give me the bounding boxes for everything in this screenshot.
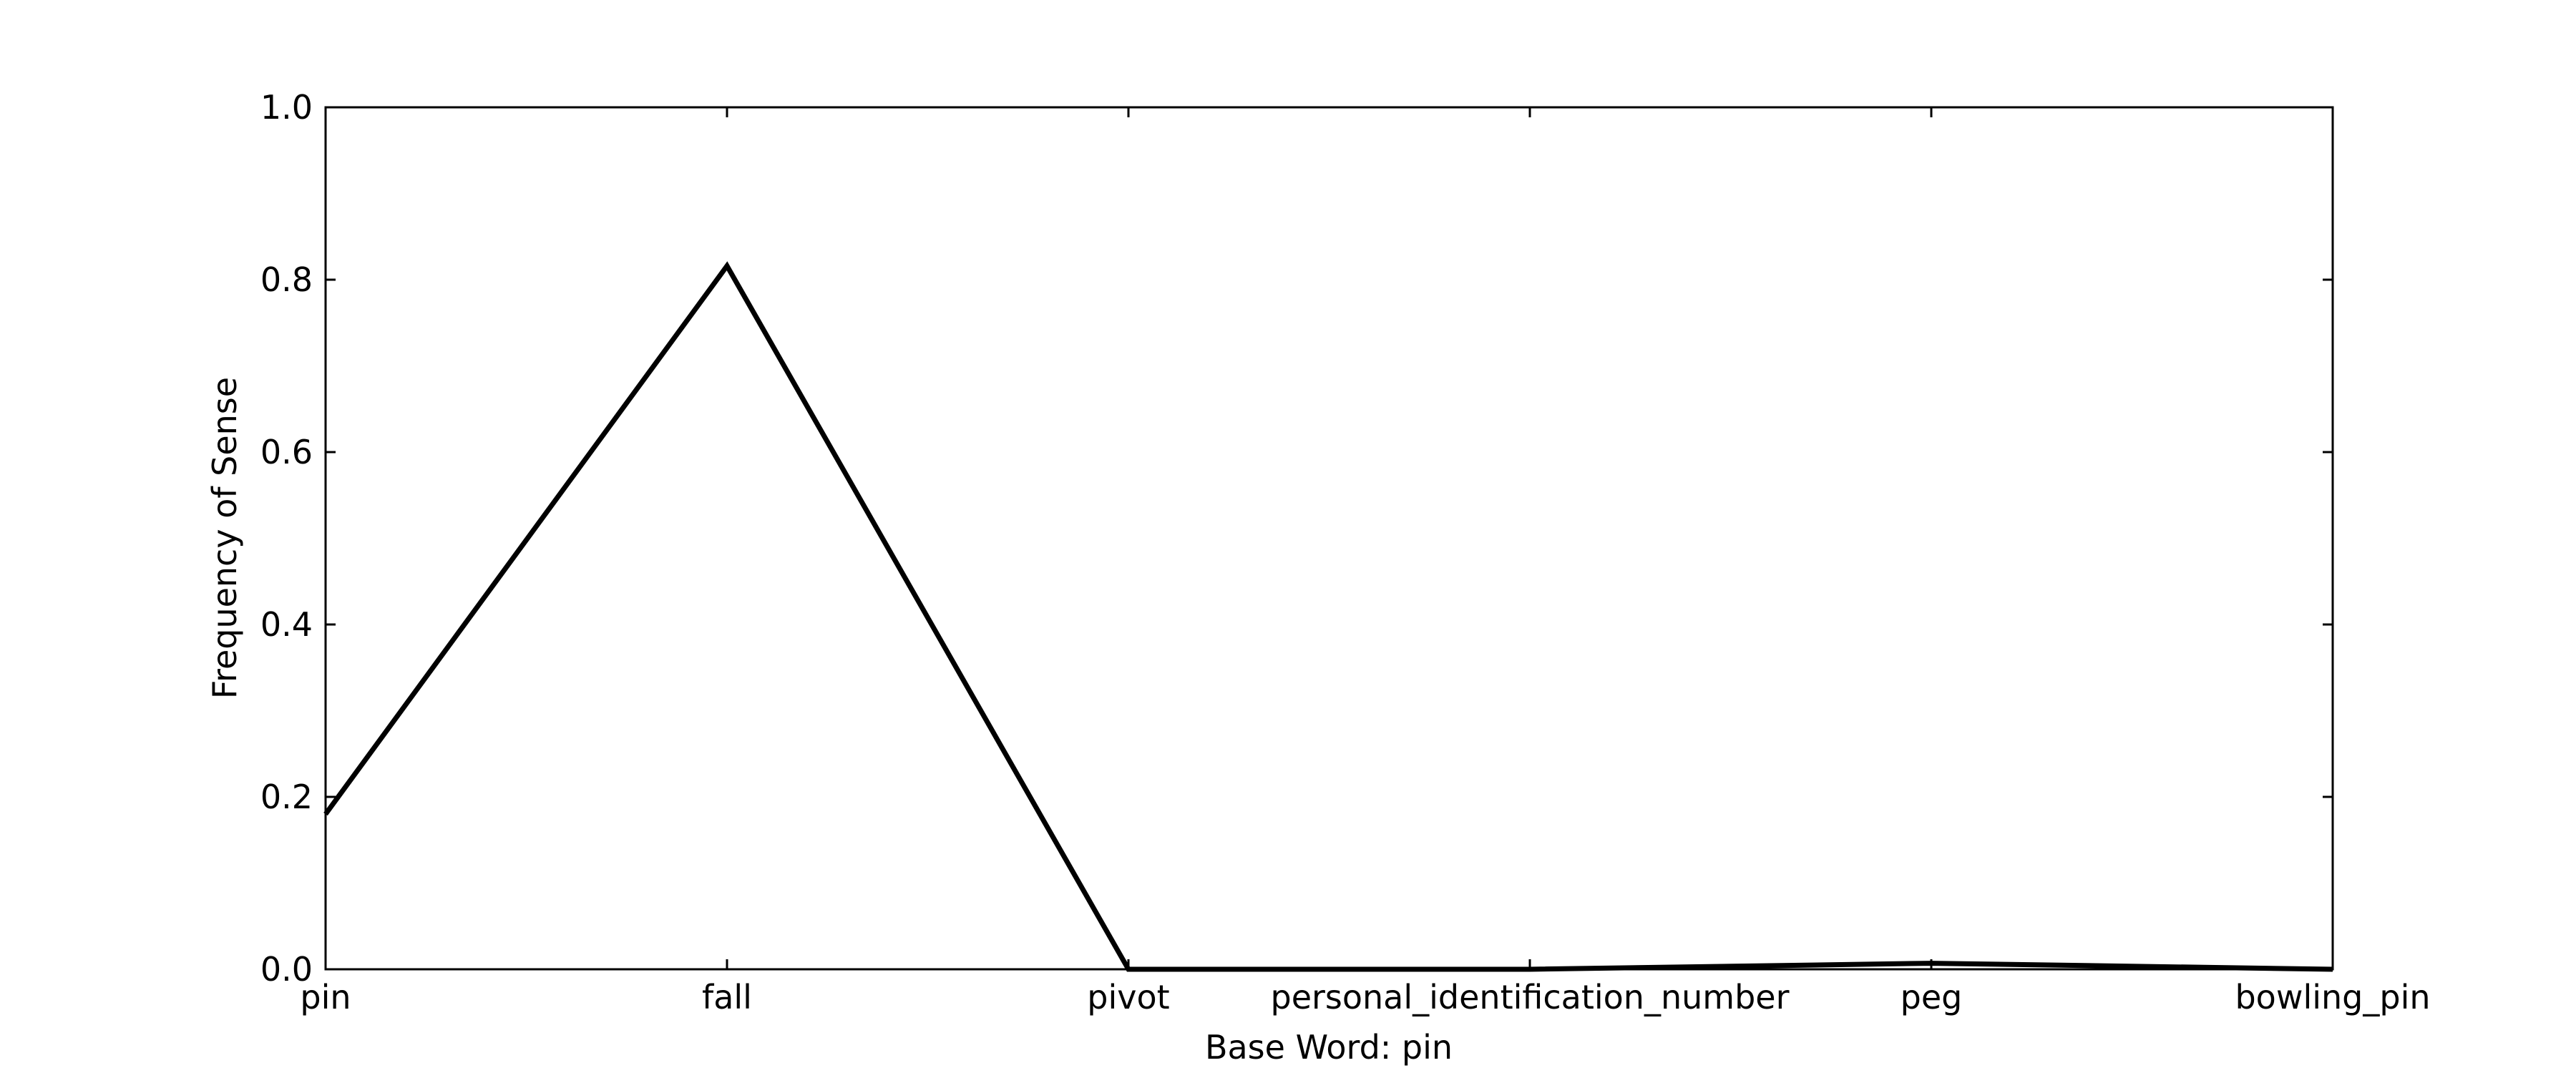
y-axis-label: Frequency of Sense <box>205 377 244 699</box>
y-tick-label: 0.2 <box>260 778 313 816</box>
x-tick-label: pin <box>300 978 351 1016</box>
y-axis: 0.0 0.2 0.4 0.6 0.8 1.0 <box>260 88 2333 989</box>
x-tick-label: peg <box>1901 978 1963 1016</box>
x-axis-label: Base Word: pin <box>1205 1028 1453 1067</box>
y-tick-label: 0.4 <box>260 605 313 644</box>
x-tick-label: fall <box>702 978 752 1016</box>
y-tick-label: 0.8 <box>260 260 313 299</box>
y-tick-label: 0.0 <box>260 950 313 989</box>
plot-area <box>326 107 2333 969</box>
x-tick-label: bowling_pin <box>2235 978 2430 1016</box>
plot-frame <box>324 106 2334 971</box>
x-axis: pin fall pivot personal_identification_numb… <box>300 107 2431 1016</box>
y-tick-label: 0.6 <box>260 433 313 471</box>
x-tick-label: pivot <box>1087 978 1169 1016</box>
x-tick-label: personal_identification_number <box>1271 978 1790 1016</box>
y-tick-label: 1.0 <box>260 88 313 127</box>
